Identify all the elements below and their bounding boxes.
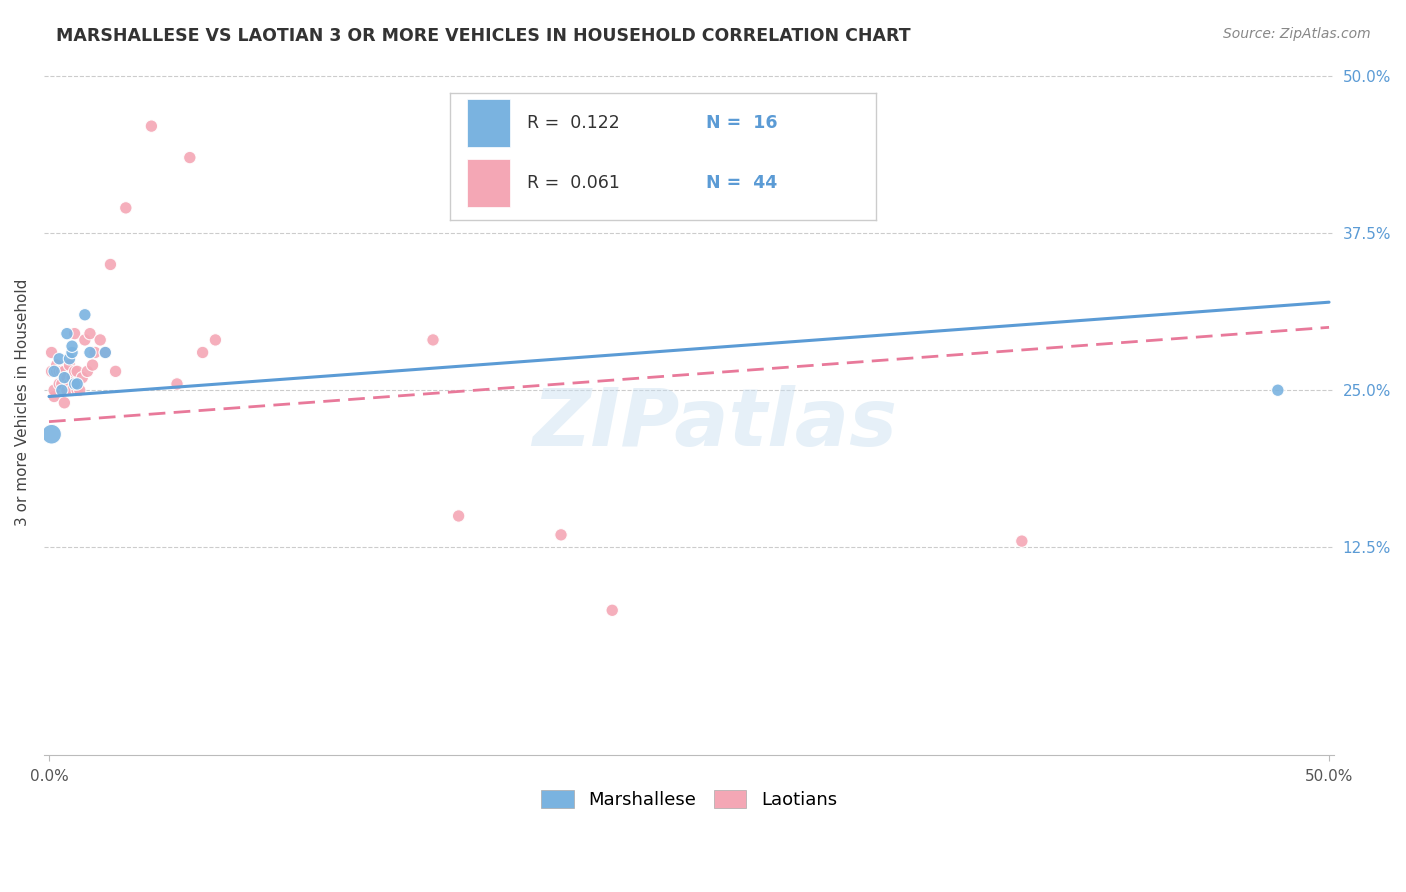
Point xyxy=(166,376,188,391)
Point xyxy=(447,508,470,523)
Point xyxy=(45,364,67,378)
Point xyxy=(58,376,80,391)
Point xyxy=(1267,383,1289,397)
Point xyxy=(42,383,65,397)
Point xyxy=(82,358,104,372)
Point xyxy=(51,376,73,391)
Point xyxy=(79,326,101,341)
Point xyxy=(60,345,83,359)
Point xyxy=(56,383,79,397)
Point xyxy=(1011,534,1033,549)
Point xyxy=(60,370,83,384)
Point xyxy=(48,351,70,366)
Point xyxy=(89,333,111,347)
Point xyxy=(60,339,83,353)
Point xyxy=(94,345,117,359)
Point xyxy=(806,201,828,215)
Point xyxy=(73,333,96,347)
Point xyxy=(53,370,76,384)
Point xyxy=(179,151,201,165)
Point xyxy=(63,364,86,378)
Point xyxy=(41,364,63,378)
Point xyxy=(72,370,94,384)
Point xyxy=(79,345,101,359)
Point xyxy=(42,390,65,404)
Point xyxy=(48,376,70,391)
Legend: Marshallese, Laotians: Marshallese, Laotians xyxy=(534,782,844,816)
Point xyxy=(42,364,65,378)
Point xyxy=(53,364,76,378)
Text: ZIPatlas: ZIPatlas xyxy=(533,385,897,463)
Point xyxy=(114,201,136,215)
Point xyxy=(66,376,89,391)
Point xyxy=(45,358,67,372)
Point xyxy=(58,358,80,372)
Point xyxy=(63,326,86,341)
Point xyxy=(56,370,79,384)
Point xyxy=(60,383,83,397)
Y-axis label: 3 or more Vehicles in Household: 3 or more Vehicles in Household xyxy=(15,279,30,526)
Point xyxy=(56,326,79,341)
Point xyxy=(191,345,214,359)
Point xyxy=(100,257,122,271)
Point xyxy=(51,364,73,378)
Point xyxy=(204,333,226,347)
Point xyxy=(58,351,80,366)
Point xyxy=(69,383,91,397)
Point xyxy=(51,383,73,397)
Point xyxy=(73,308,96,322)
Point xyxy=(104,364,127,378)
Text: MARSHALLESE VS LAOTIAN 3 OR MORE VEHICLES IN HOUSEHOLD CORRELATION CHART: MARSHALLESE VS LAOTIAN 3 OR MORE VEHICLE… xyxy=(56,27,911,45)
Point xyxy=(76,364,98,378)
Point xyxy=(66,364,89,378)
Point xyxy=(41,427,63,442)
Point xyxy=(41,345,63,359)
Point xyxy=(550,528,572,542)
Point xyxy=(141,119,163,133)
Point xyxy=(48,364,70,378)
Point xyxy=(53,396,76,410)
Text: Source: ZipAtlas.com: Source: ZipAtlas.com xyxy=(1223,27,1371,41)
Point xyxy=(84,345,107,359)
Point xyxy=(66,383,89,397)
Point xyxy=(63,376,86,391)
Point xyxy=(422,333,444,347)
Point xyxy=(94,345,117,359)
Point xyxy=(600,603,623,617)
